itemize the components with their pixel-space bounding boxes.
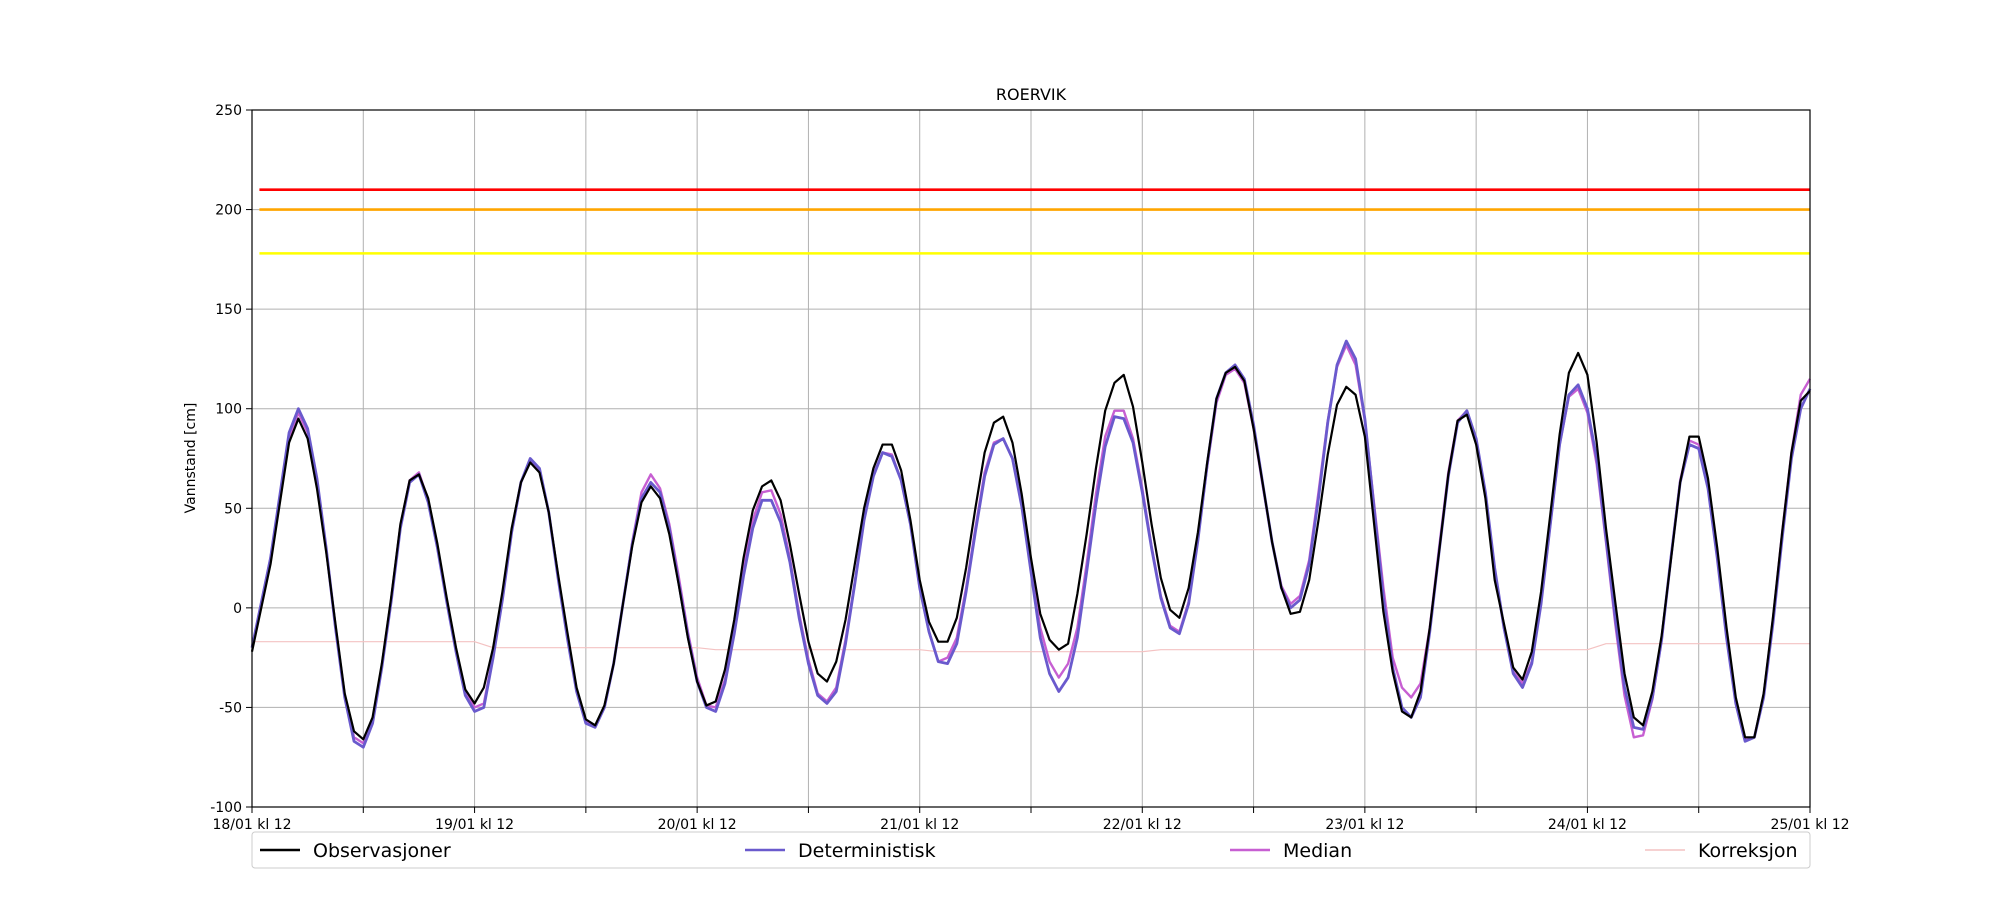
x-tick-label: 25/01 kl 12 [1770, 817, 1849, 833]
legend-label: Observasjoner [313, 840, 451, 862]
x-tick-label: 21/01 kl 12 [880, 817, 959, 833]
legend-label: Korreksjon [1698, 840, 1798, 862]
y-tick-label: 250 [215, 103, 242, 119]
y-tick-label: 200 [215, 203, 242, 219]
x-tick-label: 20/01 kl 12 [658, 817, 737, 833]
y-axis-label: Vannstand [cm] [183, 403, 199, 514]
y-axis-ticks: -100 -50 0 50 100 150 200 250 [210, 103, 252, 816]
x-tick-label: 22/01 kl 12 [1103, 817, 1182, 833]
y-tick-label: -100 [210, 800, 242, 816]
series-line-deterministisk [250, 339, 1812, 749]
y-tick-label: 150 [215, 302, 242, 318]
y-tick-label: -50 [219, 700, 242, 716]
y-tick-label: 50 [224, 501, 242, 517]
series-lines [250, 339, 1812, 749]
x-axis-ticks: 18/01 kl 12 19/01 kl 12 20/01 kl 12 21/01 k… [212, 807, 1850, 833]
legend-label: Deterministisk [798, 840, 936, 862]
legend: Observasjoner Deterministisk Median Korreks… [251, 831, 1811, 869]
legend-label: Median [1283, 840, 1352, 862]
chart-title: ROERVIK [996, 85, 1067, 104]
x-tick-label: 23/01 kl 12 [1325, 817, 1404, 833]
x-tick-label: 18/01 kl 12 [212, 817, 291, 833]
x-tick-label: 19/01 kl 12 [435, 817, 514, 833]
y-tick-label: 0 [233, 601, 242, 617]
series-line-korreksjon [252, 641, 1810, 653]
threshold-lines [259, 188, 1810, 255]
y-tick-label: 100 [215, 402, 242, 418]
x-tick-label: 24/01 kl 12 [1548, 817, 1627, 833]
series-line-observasjoner [250, 351, 1811, 741]
legend-frame [251, 831, 1811, 869]
